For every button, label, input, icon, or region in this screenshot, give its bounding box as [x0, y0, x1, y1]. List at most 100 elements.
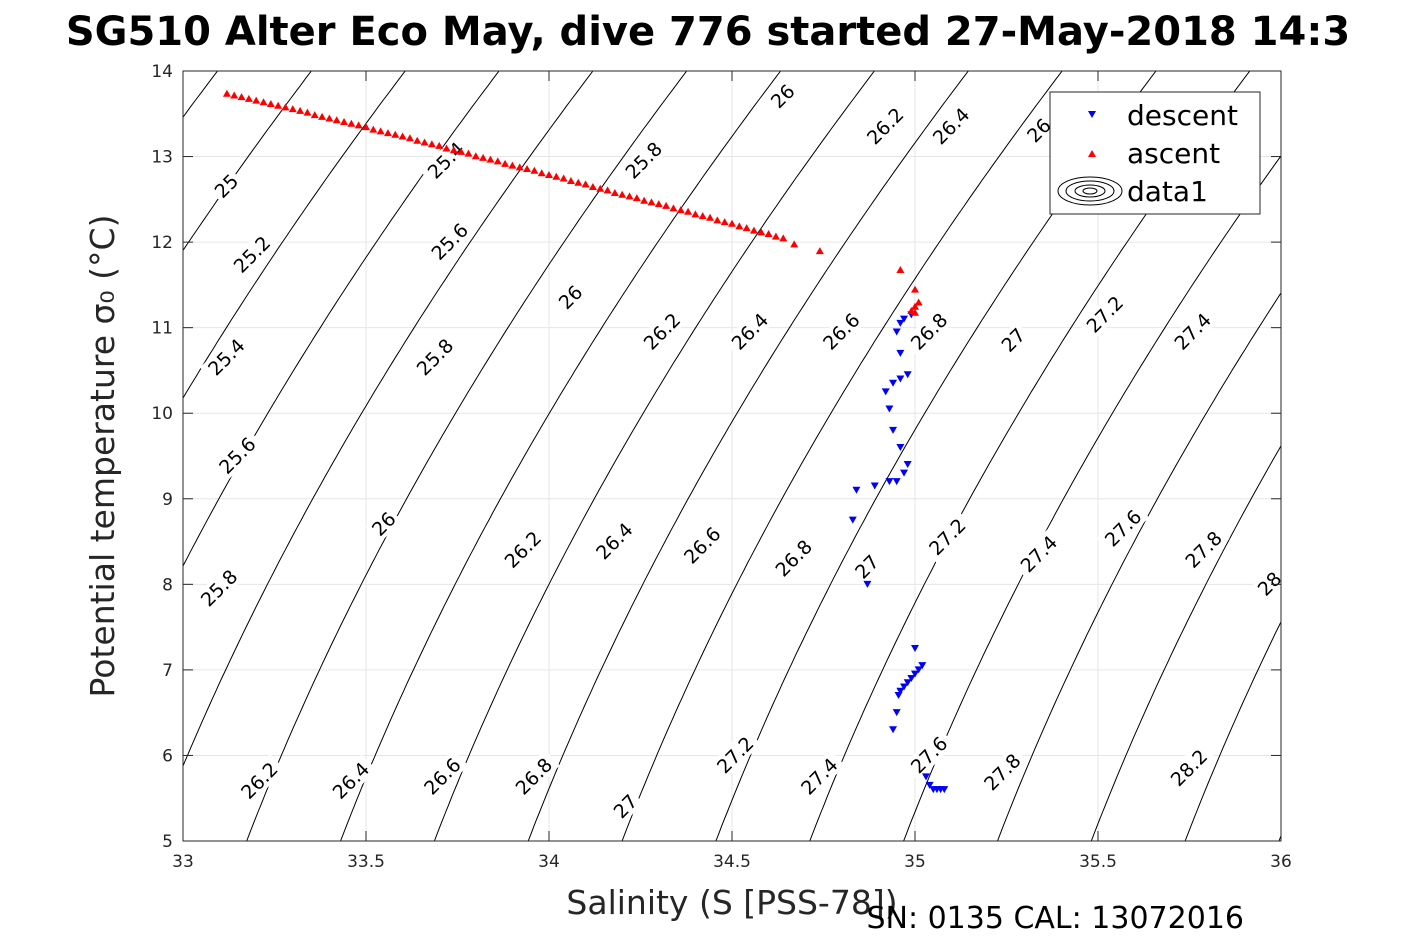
ascent-point: [790, 240, 799, 248]
descent-point: [881, 388, 890, 396]
contour-label-bg: [496, 523, 549, 576]
ascent-point: [471, 152, 480, 160]
contour-label-bg: [200, 330, 253, 384]
descent-point: [903, 679, 912, 687]
ascent-point: [318, 112, 327, 120]
descent-point: [870, 482, 879, 490]
ascent-point: [266, 100, 275, 108]
contour-line: [0, 28, 63, 884]
contour-label-bg: [1012, 527, 1065, 580]
ascent-point: [486, 155, 495, 163]
legend-ascent-label: ascent: [1127, 137, 1220, 170]
ascent-point: [244, 94, 253, 102]
ascent-point: [332, 116, 341, 124]
ascent-point: [618, 190, 627, 198]
contour-line: [183, 71, 312, 252]
contour-label-bg: [1162, 741, 1215, 794]
contour-label-bg: [767, 531, 820, 585]
ascent-point: [457, 147, 466, 155]
axis-ticks: 33 33.5 34 34.5 35 35.5 36 5 6 7 8 9 10 11 12 13 14: [151, 62, 1291, 872]
ascent-point: [757, 228, 766, 236]
y-tick-label: 8: [162, 575, 173, 595]
descent-point: [892, 478, 901, 486]
contour-label-bg: [723, 305, 776, 358]
ascent-point: [713, 216, 722, 224]
descent-point: [889, 379, 898, 387]
contour-label-bg: [211, 429, 264, 482]
ascent-point: [662, 201, 671, 209]
serial-calibration-note: SN: 0135 CAL: 13072016: [866, 901, 1244, 936]
descent-point: [863, 580, 872, 588]
contour-label-bg: [225, 228, 278, 281]
ascent-point: [508, 161, 517, 169]
ascent-point: [515, 163, 524, 171]
descent-point: [911, 670, 919, 678]
ascent-point: [735, 222, 744, 230]
contour-line: [0, 28, 157, 884]
ascent-point: [669, 204, 678, 212]
ascent-point: [706, 213, 715, 221]
descent-point: [914, 666, 923, 674]
legend-data1-label: data1: [1127, 175, 1208, 208]
ascent-point: [691, 210, 700, 218]
ascent-point: [552, 172, 561, 180]
ascent-point: [449, 146, 458, 154]
ascent-point: [559, 174, 568, 182]
descent-point: [896, 443, 905, 451]
x-tick-label: 33.5: [347, 852, 385, 872]
descent-point: [900, 683, 909, 691]
contour-label-bg: [408, 330, 461, 384]
ascent-point: [303, 108, 312, 116]
contour-line: [433, 71, 876, 841]
contour-label-bg: [1096, 501, 1150, 555]
contour-label-bg: [551, 278, 589, 316]
contour-label-bg: [975, 745, 1029, 799]
ascent-point: [566, 177, 575, 185]
contour-label-bg: [423, 215, 476, 268]
descent-marker-icon: [1088, 111, 1096, 118]
ascent-point: [237, 93, 246, 101]
data-points: [222, 89, 949, 794]
contour-line: [246, 71, 688, 841]
ascent-point: [749, 226, 758, 234]
contour-line: [527, 71, 969, 841]
contour-line: [996, 292, 1281, 841]
ascent-point: [369, 125, 378, 133]
descent-point: [885, 405, 894, 413]
contour-label-bg: [507, 749, 560, 803]
descent-point: [892, 709, 901, 717]
y-tick-label: 6: [162, 746, 173, 766]
ascent-point: [896, 265, 905, 273]
ascent-point: [252, 96, 261, 104]
descent-point: [889, 426, 898, 434]
legend-descent-label: descent: [1127, 99, 1238, 132]
y-tick-label: 7: [162, 661, 173, 681]
contour-label-bg: [675, 518, 729, 572]
ascent-point: [537, 169, 546, 177]
ascent-point: [288, 105, 297, 113]
ascent-point: [427, 140, 436, 148]
descent-point: [903, 461, 912, 469]
legend-box: [1049, 91, 1261, 215]
ascent-point: [391, 130, 400, 138]
contour-label-bg: [1078, 287, 1131, 341]
ascent-point: [530, 166, 539, 174]
ascent-point: [296, 106, 305, 114]
y-tick-label: 12: [151, 233, 173, 253]
contour-line: [183, 71, 594, 768]
contour-label-bg: [994, 321, 1032, 359]
ascent-point: [610, 188, 619, 196]
x-tick-label: 34: [538, 852, 560, 872]
ascent-point: [764, 230, 773, 238]
x-tick-label: 35.5: [1079, 852, 1117, 872]
descent-point: [940, 786, 949, 794]
ascent-point: [310, 111, 319, 119]
contour-label-bg: [207, 167, 245, 205]
descent-point: [852, 486, 861, 494]
descent-point: [889, 726, 898, 734]
ascent-point: [405, 134, 414, 142]
ascent-point: [647, 198, 656, 206]
descent-point: [911, 645, 919, 652]
ascent-point: [435, 141, 444, 149]
